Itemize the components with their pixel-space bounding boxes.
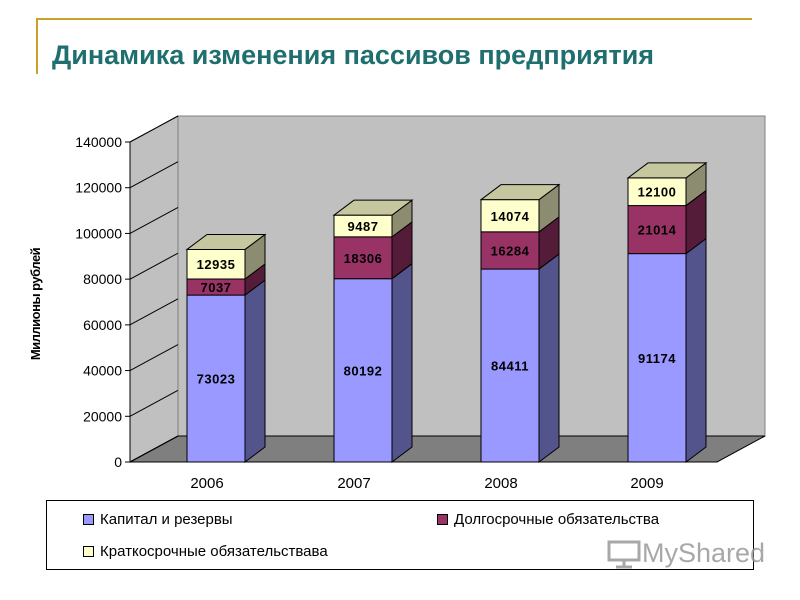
watermark-text: MyShared [642, 538, 766, 568]
x-tick-label: 2008 [484, 475, 517, 492]
x-tick-label: 2009 [630, 475, 663, 492]
y-tick-depth-line [129, 115, 179, 143]
bar-data-label: 18306 [344, 251, 383, 266]
legend-label-short-term: Краткосрочные обязательствава [100, 543, 328, 560]
bar-data-label: 21014 [638, 223, 677, 238]
legend-label-long-term: Долгосрочные обязательства [454, 511, 660, 528]
bar-data-label: 12935 [197, 257, 236, 272]
bar-data-label: 84411 [491, 359, 529, 374]
bar-segment-side [244, 279, 266, 463]
bar-segment-top [626, 162, 708, 179]
y-tick-depth-line [129, 206, 179, 234]
y-tick-depth-line [129, 298, 179, 326]
y-tick-label: 120000 [75, 180, 122, 196]
legend-swatch-capital [83, 514, 94, 525]
y-tick-depth-line [129, 161, 179, 189]
legend-item-short-term: Краткосрочные обязательствава [83, 543, 328, 560]
page-title: Динамика изменения пассивов предприятия [52, 40, 655, 70]
legend-item-capital: Капитал и резервы [83, 511, 233, 528]
bar-data-label: 14074 [491, 209, 530, 224]
legend-label-capital: Капитал и резервы [100, 511, 233, 528]
legend-swatch-short-term [83, 546, 94, 557]
bar-data-label: 9487 [348, 219, 379, 234]
watermark-logo: MyShared [606, 538, 765, 569]
bar-segment-side [391, 262, 413, 463]
y-tick-label: 140000 [75, 134, 122, 150]
legend-swatch-long-term [437, 514, 448, 525]
y-tick-depth-line [129, 389, 179, 417]
y-tick-label: 80000 [83, 271, 122, 287]
bar-segment-top [185, 233, 267, 250]
legend-item-long-term: Долгосрочные обязательства [437, 511, 659, 528]
bar-segment-front [186, 248, 246, 280]
y-tick-depth-line [129, 344, 179, 372]
bar-data-label: 73023 [197, 372, 236, 387]
bar-segment-top [332, 199, 414, 216]
y-tick-depth-line [129, 252, 179, 280]
bar-segment-side [685, 237, 707, 463]
bar-data-label: 80192 [344, 363, 383, 378]
y-tick-label: 20000 [83, 408, 122, 424]
title-frame-top-line [36, 18, 752, 20]
bar-segment-front [627, 253, 687, 463]
bar-data-label: 7037 [201, 280, 232, 295]
presentation-board-icon [607, 540, 641, 568]
x-tick-label: 2006 [190, 475, 223, 492]
y-tick-label: 40000 [83, 363, 122, 379]
y-axis-title: Миллионы рублей [28, 247, 43, 360]
bar-segment-top [479, 184, 561, 201]
y-tick-label: 100000 [75, 225, 122, 241]
chart-side-wall [129, 115, 179, 463]
title-frame-left-line [36, 18, 38, 74]
bar-data-label: 16284 [491, 243, 530, 258]
y-tick-label: 0 [114, 454, 122, 470]
bar-data-label: 12100 [638, 185, 677, 200]
y-tick-label: 60000 [83, 317, 122, 333]
bar-data-label: 91174 [638, 351, 676, 366]
bar-segment-side [538, 253, 560, 463]
bar-segment-front [480, 199, 540, 233]
x-tick-label: 2007 [337, 475, 370, 492]
y-tick-depth-line [129, 435, 179, 463]
